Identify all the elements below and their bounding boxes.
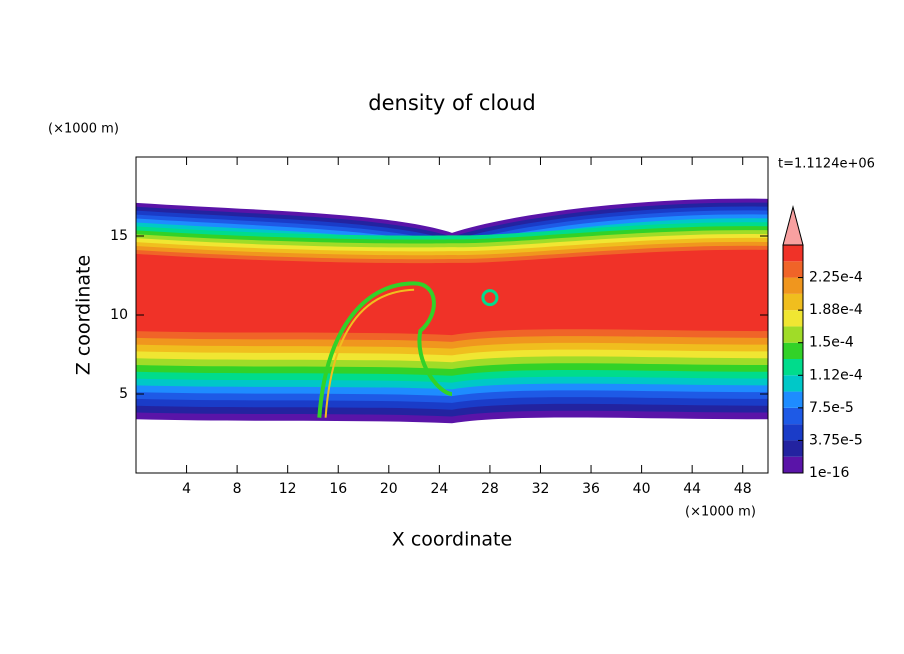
y-axis-label: Z coordinate <box>73 255 95 375</box>
colorbar-bin <box>783 456 803 473</box>
y-tick-label: 10 <box>110 307 128 323</box>
colorbar-bin <box>783 293 803 311</box>
x-axis-label: X coordinate <box>392 529 512 551</box>
colorbar-bin <box>783 424 803 441</box>
y-tick-label: 15 <box>110 228 128 244</box>
x-tick-label: 32 <box>532 481 550 497</box>
x-tick-label: 48 <box>734 481 752 497</box>
colorbar-bin <box>783 375 803 392</box>
time-annotation: t=1.1124e+06 <box>778 157 875 172</box>
colorbar-bin <box>783 261 803 278</box>
eddy <box>486 294 493 301</box>
x-tick-label: 20 <box>380 481 398 497</box>
colorbar-bin <box>783 359 803 376</box>
colorbar-bin <box>783 342 803 359</box>
contour-band <box>136 249 768 336</box>
colorbar-tick-label: 1.12e-4 <box>809 367 863 383</box>
colorbar-tick-label: 1.5e-4 <box>809 335 854 351</box>
colorbar-tick-label: 7.5e-5 <box>809 400 854 416</box>
colorbar-bin <box>783 326 803 343</box>
colorbar-bin <box>783 245 803 262</box>
colorbar-tick-label: 1e-16 <box>809 465 849 481</box>
colorbar-bin <box>783 407 803 425</box>
x-tick-label: 12 <box>279 481 297 497</box>
colorbar-tick-label: 2.25e-4 <box>809 270 863 286</box>
contour-field <box>136 198 768 424</box>
colorbar-bin <box>783 310 803 327</box>
x-unit: (×1000 m) <box>685 505 756 520</box>
colorbar-tick-label: 3.75e-5 <box>809 432 863 448</box>
colorbar-tick-label: 1.88e-4 <box>809 302 863 318</box>
x-tick-label: 40 <box>633 481 651 497</box>
x-tick-label: 28 <box>481 481 499 497</box>
eddy <box>481 289 499 307</box>
x-tick-label: 16 <box>329 481 347 497</box>
colorbar-overflow <box>782 205 804 246</box>
colorbar-frame <box>782 244 804 474</box>
chart-title: density of cloud <box>368 91 535 115</box>
y-unit: (×1000 m) <box>48 122 119 137</box>
x-tick-label: 44 <box>683 481 701 497</box>
y-tick-label: 5 <box>119 386 128 402</box>
x-tick-label: 36 <box>582 481 600 497</box>
colorbar-bin <box>783 391 803 408</box>
x-tick-label: 8 <box>233 481 242 497</box>
colorbar-bin <box>783 277 803 294</box>
colorbar-bin <box>783 440 803 457</box>
x-tick-label: 4 <box>182 481 191 497</box>
plume <box>317 281 453 418</box>
x-tick-label: 24 <box>430 481 448 497</box>
plume <box>324 288 415 418</box>
